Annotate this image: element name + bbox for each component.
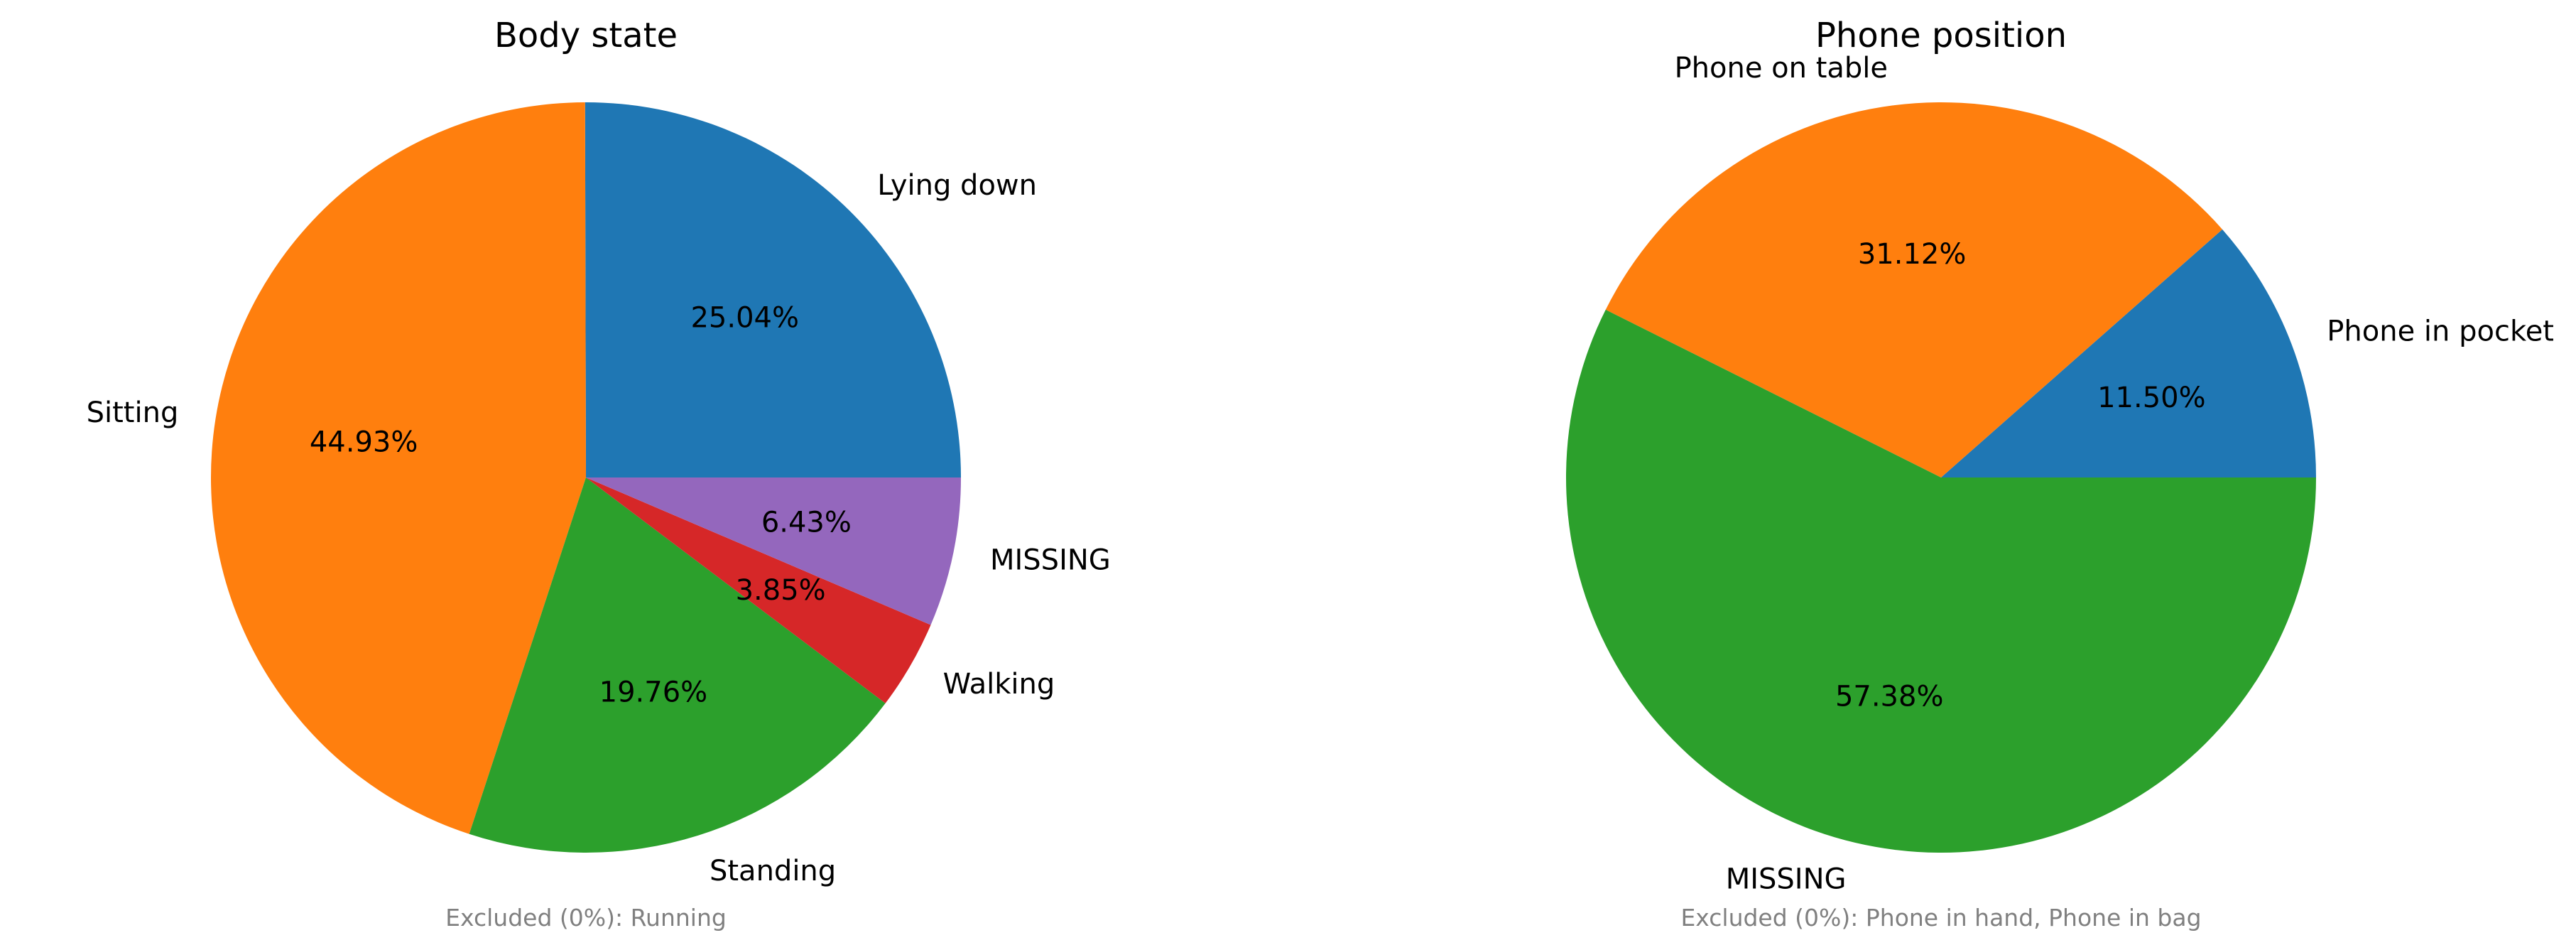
phone-position-pie-chart: Phone position Phone in pocket11.50%Phon…: [1566, 16, 2554, 932]
pie-slice-lying-down: [585, 102, 961, 478]
pie-slice-standing: [469, 477, 886, 853]
pie-slices: [210, 102, 961, 853]
slice-label-standing: Standing: [710, 855, 836, 887]
pie-labels: Phone in pocket 11.50% Phone on table 31.12…: [1675, 52, 2554, 895]
pie-slice-missing: [1566, 309, 2316, 853]
body-state-pie-chart: Body state Lying down 25.04% Sitting 44.93%…: [87, 16, 1111, 932]
chart-title: Phone position: [1815, 16, 2067, 55]
slice-label-phone-on-table: Phone on table: [1675, 52, 1888, 85]
excluded-note: Excluded (0%): Phone in hand, Phone in b…: [1680, 904, 2201, 932]
slice-percent-standing: 19.76%: [599, 676, 708, 708]
slice-label-missing: MISSING: [990, 544, 1111, 577]
slice-label-walking: Walking: [943, 668, 1055, 701]
pie-slice-missing: [586, 477, 961, 625]
slice-label-missing: MISSING: [1726, 863, 1847, 895]
pie-slice-sitting: [210, 102, 587, 834]
slice-label-lying-down: Lying down: [877, 169, 1037, 202]
excluded-note: Excluded (0%): Running: [445, 904, 727, 932]
pie-slice-phone-on-table: [1605, 102, 2223, 477]
chart-title: Body state: [494, 16, 678, 55]
pie-slices: [1566, 102, 2316, 853]
slice-percent-phone-in-pocket: 11.50%: [2097, 382, 2206, 414]
pie-slice-phone-in-pocket: [1941, 229, 2316, 477]
slice-percent-lying-down: 25.04%: [690, 302, 799, 335]
slice-percent-missing: 57.38%: [1835, 680, 1944, 713]
slice-label-sitting: Sitting: [87, 396, 179, 429]
pie-slice-walking: [586, 477, 931, 703]
slice-percent-phone-on-table: 31.12%: [1858, 238, 1967, 271]
slice-percent-walking: 3.85%: [736, 574, 826, 607]
pie-labels: Lying down 25.04% Sitting 44.93% Standing 19.…: [87, 169, 1111, 887]
slice-percent-sitting: 44.93%: [310, 426, 418, 458]
slice-label-phone-in-pocket: Phone in pocket: [2327, 315, 2554, 348]
slice-percent-missing: 6.43%: [761, 507, 852, 539]
